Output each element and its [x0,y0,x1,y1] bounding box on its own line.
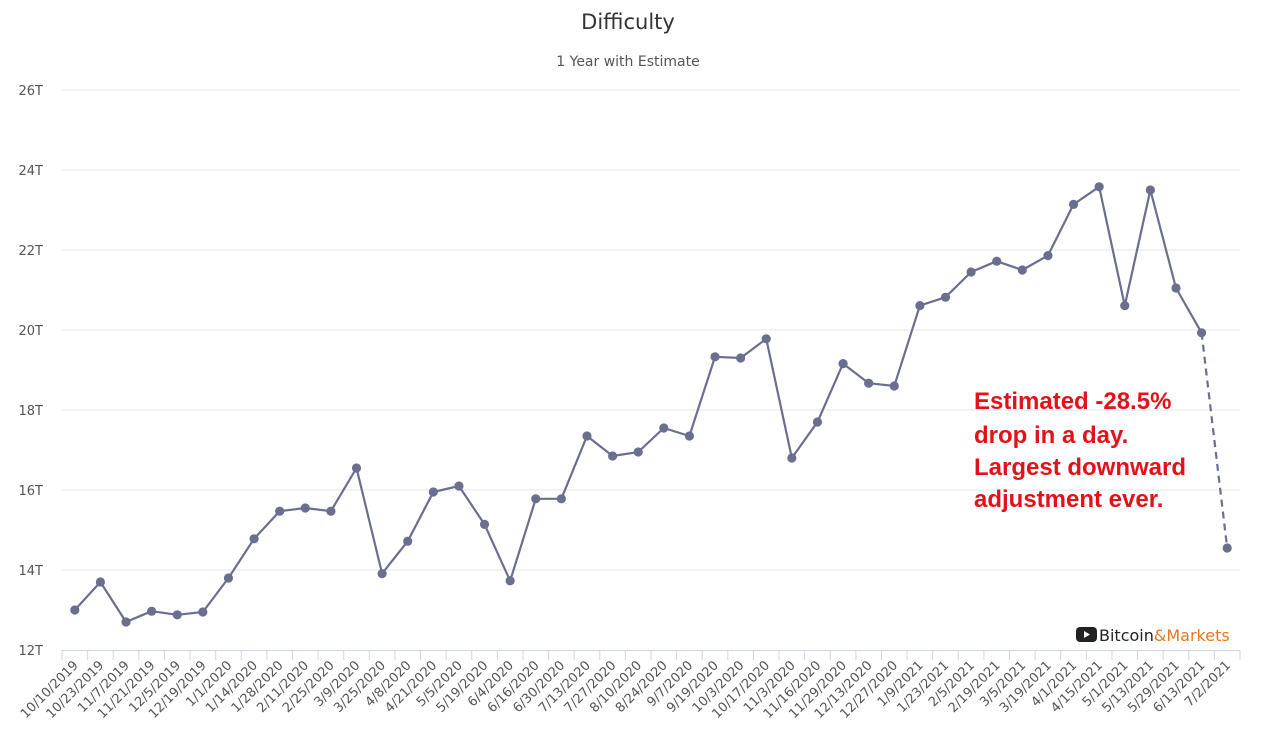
data-point[interactable] [915,301,925,311]
y-tick-label: 22T [19,244,44,259]
data-point[interactable] [223,573,234,583]
data-point[interactable] [121,617,131,627]
watermark-text: Bitcoin&Markets [1099,626,1230,645]
annotation-line-1: Estimated -28.5% [974,388,1171,415]
bitcoin-markets-watermark: Bitcoin&Markets [1076,626,1230,645]
data-point[interactable] [1196,328,1207,338]
data-point[interactable] [326,506,336,516]
data-point[interactable] [966,267,976,277]
data-point[interactable] [377,569,387,579]
data-point[interactable] [403,536,413,546]
data-point[interactable] [992,256,1002,266]
estimate-annotation: Estimated -28.5% drop in a day. Largest … [974,388,1186,513]
y-tick-label: 18T [19,404,44,419]
annotation-line-2: drop in a day. [974,422,1128,449]
data-point[interactable] [812,417,823,427]
x-axis: 10/10/201910/23/201911/7/201911/21/20191… [18,650,1241,722]
estimate-dashed-line [1200,332,1229,549]
data-point[interactable] [172,610,182,620]
data-point[interactable] [710,352,720,362]
chart-subtitle: 1 Year with Estimate [556,54,699,70]
data-point[interactable] [659,423,669,433]
chart-title: Difficulty [581,10,675,34]
data-point[interactable] [1171,283,1181,293]
data-point[interactable] [428,487,438,497]
data-point[interactable] [1145,185,1155,195]
watermark-amp: & [1154,626,1166,645]
play-icon-triangle [1084,631,1090,638]
data-point[interactable] [889,381,899,391]
data-point[interactable] [1068,199,1079,209]
data-point[interactable] [940,292,951,302]
data-point[interactable] [1043,251,1053,261]
y-tick-label: 20T [19,324,44,339]
y-tick-label: 26T [19,84,44,99]
data-point[interactable] [198,607,208,617]
data-point[interactable] [70,605,80,615]
data-point[interactable] [351,463,362,473]
y-tick-label: 12T [19,644,44,659]
difficulty-series [70,182,1232,627]
data-point[interactable] [607,451,618,461]
data-point[interactable] [275,506,285,516]
watermark-markets: Markets [1166,626,1229,645]
data-point[interactable] [147,606,157,616]
y-tick-label: 16T [19,484,44,499]
data-point[interactable] [864,378,874,388]
data-point[interactable] [1222,543,1232,553]
data-point[interactable] [556,494,566,504]
watermark-bitcoin: Bitcoin [1099,626,1154,645]
data-point[interactable] [300,503,310,513]
data-point[interactable] [787,453,797,463]
y-axis-ticks: 12T 14T 16T 18T 20T 22T 24T 26T [19,84,44,659]
annotation-line-3: Largest downward [974,454,1186,481]
gridlines [62,89,1240,571]
annotation-line-4: adjustment ever. [974,486,1163,513]
data-point[interactable] [1120,301,1130,311]
data-point[interactable] [95,577,106,587]
data-point[interactable] [633,447,643,457]
data-point[interactable] [479,519,490,530]
data-point[interactable] [1094,182,1104,192]
data-point[interactable] [454,481,464,491]
data-point[interactable] [761,334,771,344]
y-tick-label: 24T [19,164,44,179]
data-point[interactable] [736,353,746,363]
data-point[interactable] [684,431,695,441]
y-tick-label: 14T [19,564,44,579]
data-point[interactable] [249,534,259,544]
data-point[interactable] [838,359,848,369]
data-point[interactable] [531,494,541,504]
data-point[interactable] [505,576,515,586]
data-point[interactable] [1017,265,1027,275]
data-point[interactable] [582,431,592,441]
